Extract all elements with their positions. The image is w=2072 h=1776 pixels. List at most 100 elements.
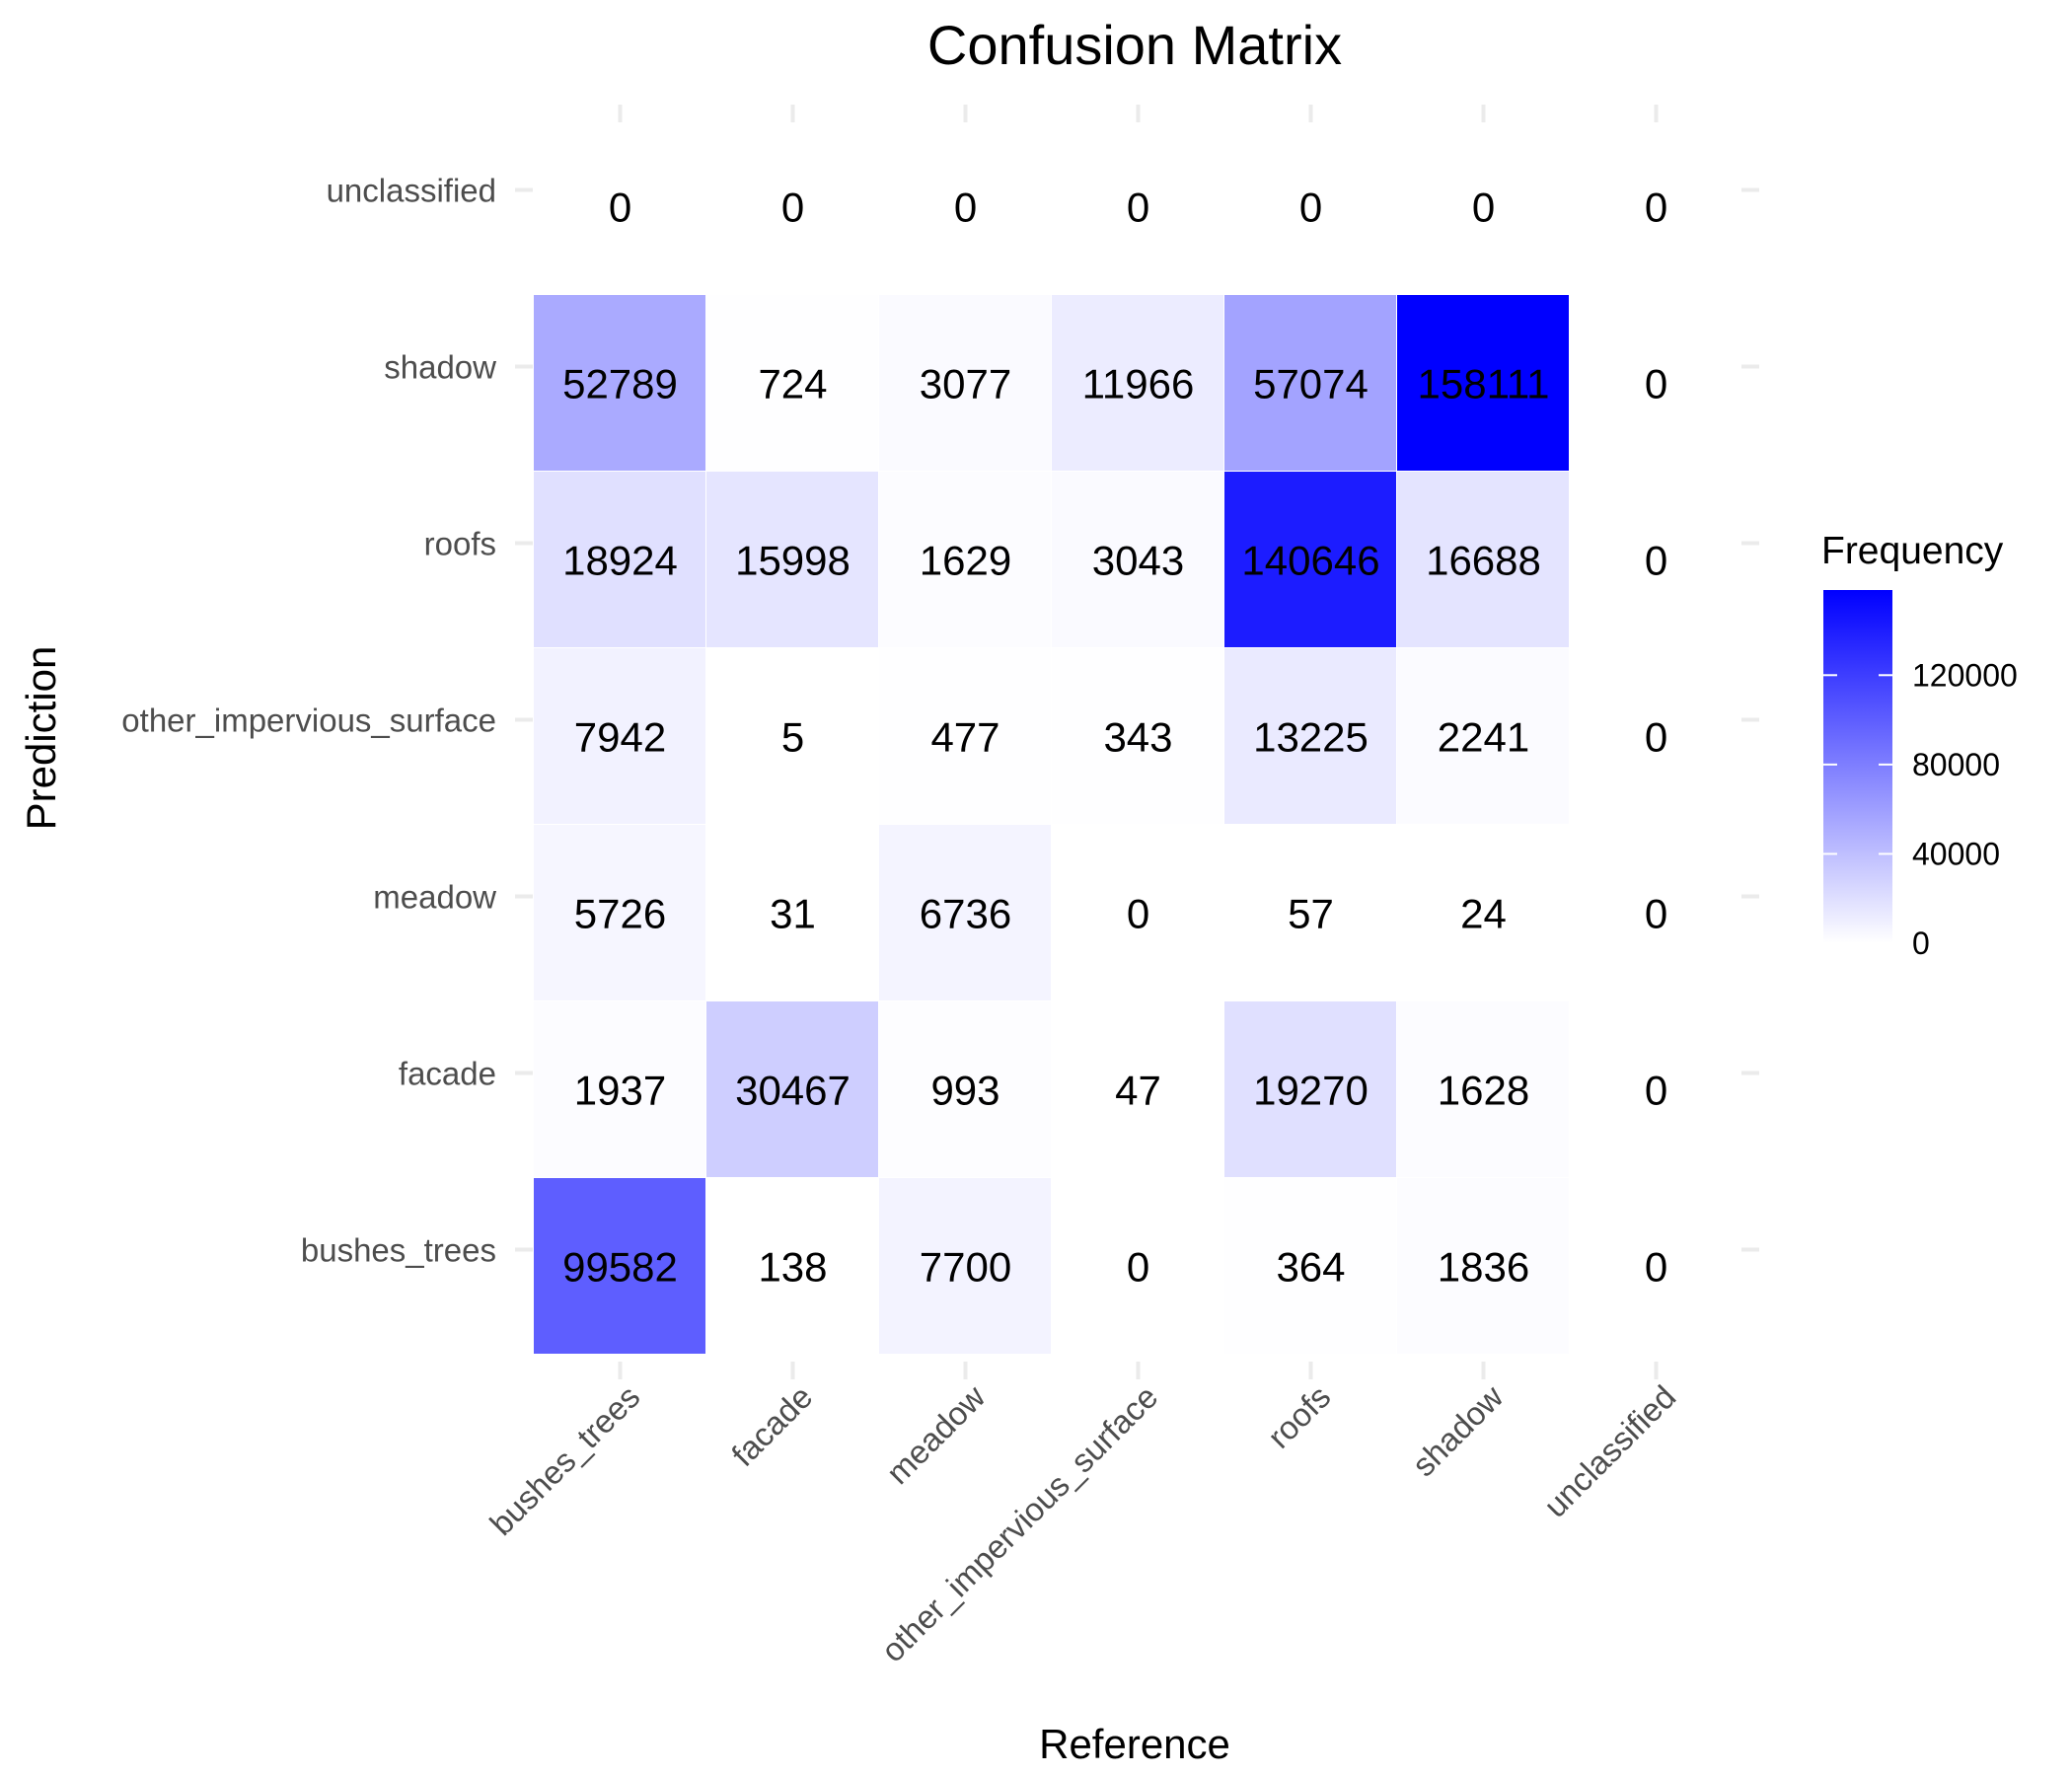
cell-value-label: 7942 [574, 714, 666, 761]
heatmap-cell [706, 648, 878, 824]
heatmap-cell [706, 295, 878, 471]
cell-value-label: 0 [1645, 1068, 1667, 1114]
heatmap-cell [879, 295, 1051, 471]
cell-value-label: 138 [758, 1244, 827, 1291]
x-tick-label: shadow [1405, 1378, 1511, 1484]
heatmap-cell [1397, 472, 1569, 647]
x-tick-label: bushes_trees [482, 1378, 646, 1542]
cell-value-label: 724 [758, 361, 827, 407]
x-axis-tick-labels: bushes_trees facade meadowother_impervious… [482, 1378, 1682, 1669]
heatmap-cell [879, 1001, 1051, 1177]
heatmap-cell [1052, 472, 1223, 647]
heatmap-cell [1224, 295, 1396, 471]
cell-value-label: 0 [1472, 185, 1495, 231]
y-tick-label: meadow [373, 879, 496, 916]
cell-value-label: 6736 [920, 891, 1011, 937]
heatmap-cell [1570, 1001, 1741, 1177]
cell-value-label: 0 [954, 185, 977, 231]
y-tick-label: shadow [384, 349, 496, 386]
legend-title: Frequency [1821, 530, 2004, 572]
x-tick-label: unclassified [1536, 1378, 1682, 1524]
cell-value-label: 3077 [920, 361, 1011, 407]
cell-value-label: 1937 [574, 1068, 666, 1114]
cell-value-label: 30467 [735, 1068, 851, 1114]
x-tick-label: meadow [879, 1378, 992, 1491]
cell-value-label: 15998 [735, 538, 851, 584]
cell-value-label: 1628 [1438, 1068, 1529, 1114]
cell-value-label: 7700 [920, 1244, 1011, 1291]
heatmap-cell [534, 472, 705, 647]
cell-value-label: 0 [781, 185, 804, 231]
x-tick-label: roofs [1260, 1378, 1337, 1455]
cell-value-label: 47 [1115, 1068, 1161, 1114]
heatmap-cell [1052, 1001, 1223, 1177]
cell-value-label: 0 [1645, 361, 1667, 407]
cell-value-label: 477 [930, 714, 999, 761]
y-axis-title: Prediction [18, 646, 64, 831]
heatmap-cell [1397, 648, 1569, 824]
legend-tick-label: 40000 [1912, 836, 2000, 871]
heatmap-cell [1397, 1001, 1569, 1177]
legend-tick-label: 120000 [1912, 657, 2018, 693]
heatmap-cell [1224, 825, 1396, 1000]
heatmap-cell [534, 1178, 705, 1354]
y-tick-label: other_impervious_surface [121, 703, 496, 739]
y-tick-label: bushes_trees [301, 1232, 496, 1269]
cell-value-label: 993 [930, 1068, 999, 1114]
legend-tick-label: 0 [1912, 925, 1930, 961]
heatmap-cell [1570, 1178, 1741, 1354]
heatmap-cell [706, 1178, 878, 1354]
cell-value-label: 0 [1127, 891, 1149, 937]
cell-value-label: 364 [1276, 1244, 1345, 1291]
cell-value-label: 11966 [1082, 361, 1195, 407]
heatmap-cell [1224, 1178, 1396, 1354]
cell-value-label: 0 [1645, 891, 1667, 937]
cell-value-label: 99582 [562, 1244, 678, 1291]
cell-value-label: 52789 [562, 361, 678, 407]
legend: Frequency 0 40000 80000 120000 [1821, 530, 2018, 961]
heatmap-cell [706, 825, 878, 1000]
heatmap-cell [534, 1001, 705, 1177]
cell-value-label: 140646 [1241, 538, 1379, 584]
cell-value-label: 0 [1645, 185, 1667, 231]
y-tick-label: unclassified [327, 173, 496, 209]
heatmap-cell [1570, 472, 1741, 647]
cell-value-label: 2241 [1438, 714, 1529, 761]
cell-value-label: 18924 [562, 538, 678, 584]
cell-value-labels: 0 0 0 0 0 0 0 52789 724 3077 11966 57074 158111 0 1892… [562, 185, 1667, 1291]
heatmap-cell [1570, 825, 1741, 1000]
heatmap-cell [534, 825, 705, 1000]
heatmap-cell [706, 472, 878, 647]
cell-value-label: 0 [1645, 714, 1667, 761]
x-tick-label: other_impervious_surface [874, 1378, 1165, 1669]
cell-value-label: 0 [609, 185, 631, 231]
cell-value-label: 57 [1288, 891, 1334, 937]
cell-value-label: 0 [1299, 185, 1322, 231]
heatmap-cell [534, 295, 705, 471]
cell-value-label: 5726 [574, 891, 666, 937]
cell-value-label: 0 [1645, 1244, 1667, 1291]
heatmap-cell [1052, 295, 1223, 471]
heatmap-cell [1224, 1001, 1396, 1177]
legend-tick-label: 80000 [1912, 747, 2000, 782]
heatmap-cell [879, 1178, 1051, 1354]
cell-value-label: 57074 [1253, 361, 1369, 407]
heatmap-cell [1224, 472, 1396, 647]
heatmap-cell [1052, 648, 1223, 824]
heatmap-cell [1052, 825, 1223, 1000]
heatmap-cell [1570, 648, 1741, 824]
heatmap-cell [879, 825, 1051, 1000]
heatmap-cell [706, 1001, 878, 1177]
cell-value-label: 3043 [1092, 538, 1184, 584]
legend-ticks: 0 40000 80000 120000 [1823, 657, 2018, 961]
cell-value-label: 343 [1103, 714, 1172, 761]
heatmap-cells [534, 295, 1741, 1354]
y-axis-tick-labels: unclassified shadow roofs other_impervious_… [121, 173, 496, 1269]
heatmap-cell [1224, 648, 1396, 824]
heatmap-cell [1570, 295, 1741, 471]
tick-marks [515, 105, 1759, 1379]
heatmap-cell [1052, 1178, 1223, 1354]
heatmap-cell [1397, 825, 1569, 1000]
